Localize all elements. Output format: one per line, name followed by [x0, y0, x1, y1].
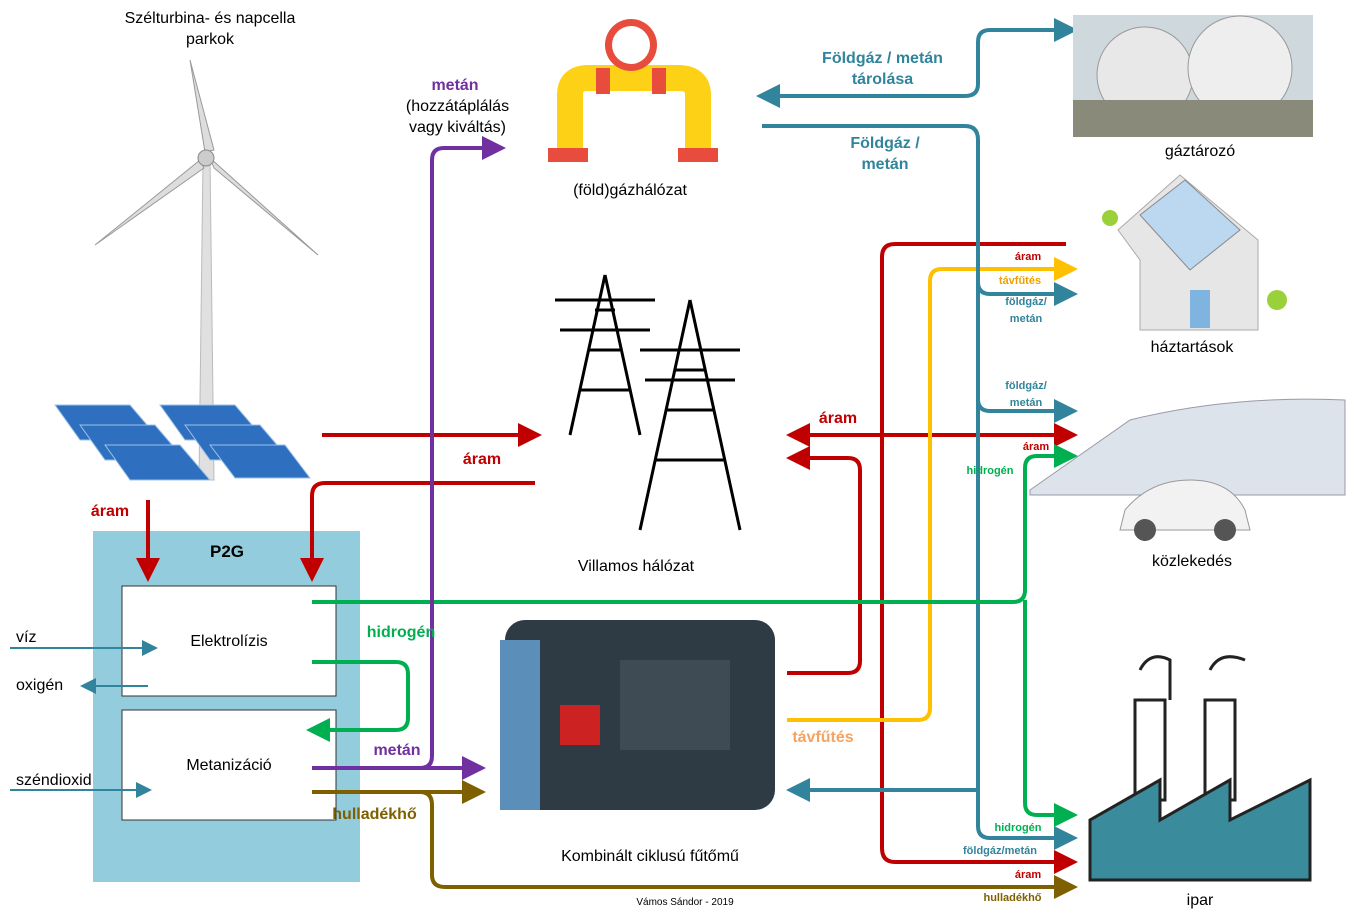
node-label: Szélturbina- és napcella parkok	[100, 9, 320, 51]
flow-label: távfűtés	[990, 273, 1050, 290]
node-label: ipar	[1150, 891, 1250, 912]
flow-label: áram	[808, 409, 868, 430]
flow-label: Földgáz / metán	[830, 134, 940, 176]
solar-panel-icon	[55, 405, 310, 480]
flow-label: távfűtés	[782, 728, 864, 749]
flow-label: Földgáz / metán tárolása	[800, 49, 965, 91]
flow-label: metán	[364, 741, 430, 762]
node-label: Elektrolízis	[122, 632, 336, 653]
flow-label: áram	[1008, 249, 1048, 266]
flow-label: áram	[452, 450, 512, 471]
flow-label: hidrogén	[356, 623, 446, 644]
flow-label: hulladékhő	[322, 805, 427, 826]
flow-label: (hozzátáplálás vagy kiváltás)	[390, 97, 525, 139]
flow-label: hidrogén	[960, 463, 1020, 480]
node-label: gáztározó	[1100, 142, 1300, 163]
p2g-box	[93, 531, 360, 882]
flow-label: áram	[1016, 439, 1056, 456]
flow-label: földgáz/ metán	[1000, 294, 1052, 327]
node-label: Metanizáció	[122, 756, 336, 777]
node-label: Kombinált ciklusú fűtőmű	[520, 847, 780, 868]
input-label: víz	[16, 628, 36, 649]
node-label: háztartások	[1092, 338, 1292, 359]
gas-storage-icon	[1073, 15, 1313, 137]
pylon-icon	[555, 275, 740, 530]
flow-label: áram	[80, 502, 140, 523]
house-icon	[1102, 175, 1287, 330]
flow-label: földgáz/metán	[955, 843, 1045, 860]
node-label: (föld)gázhálózat	[530, 181, 730, 202]
input-label: széndioxid	[16, 771, 92, 792]
flow-label: áram	[1008, 867, 1048, 884]
node-label: P2G	[177, 541, 277, 563]
input-label: oxigén	[16, 676, 63, 697]
flow-label: hidrogén	[988, 820, 1048, 837]
page: Szélturbina- és napcella parkok (föld)gá…	[0, 0, 1357, 910]
factory-icon	[1090, 657, 1310, 880]
chp-plant-icon	[500, 620, 775, 810]
flow-label: hulladékhő	[975, 890, 1050, 907]
credit: Vámos Sándor - 2019	[600, 896, 770, 909]
transport-icon	[1030, 399, 1345, 541]
gas-pipe-icon	[548, 19, 718, 162]
flow-label: metán	[420, 76, 490, 97]
flow-label: földgáz/ metán	[1000, 378, 1052, 411]
node-label: Villamos hálózat	[536, 557, 736, 578]
node-label: közlekedés	[1092, 552, 1292, 573]
